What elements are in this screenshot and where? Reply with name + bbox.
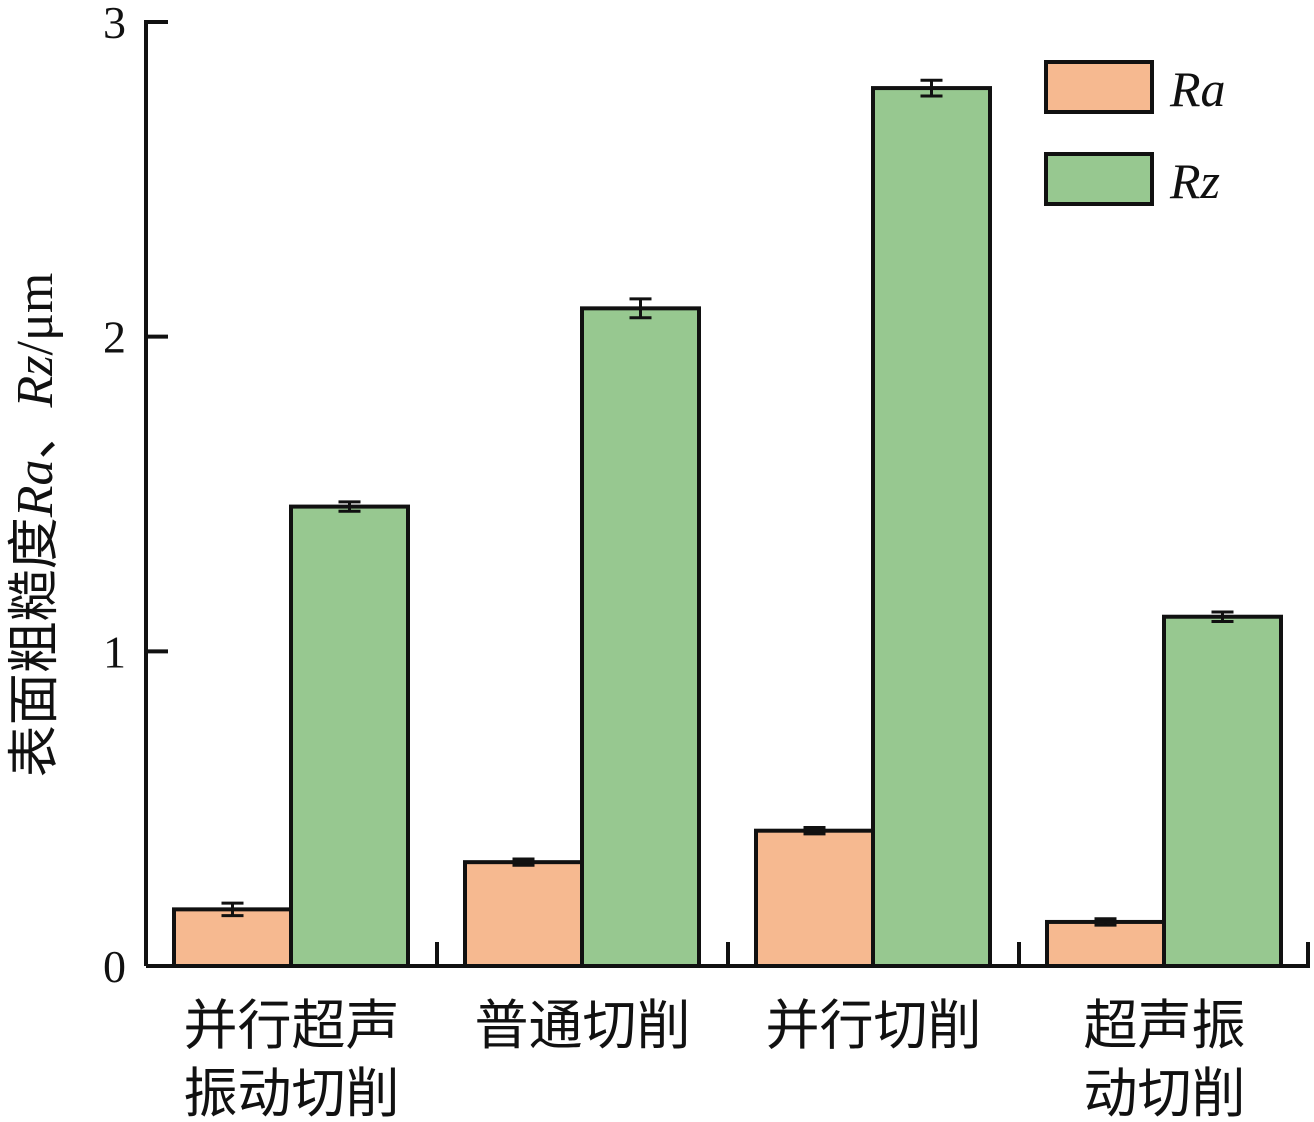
legend-swatch-rz [1044,152,1154,206]
legend: Ra Rz [1044,60,1226,209]
bar-ra [172,907,293,968]
x-tick-label-line: 并行切削 [766,994,982,1057]
x-tick-label-line: 普通切削 [475,994,691,1057]
y-tick-label: 3 [103,0,126,48]
legend-label-rz: Rz [1169,153,1220,209]
bar-ra [1045,919,1166,968]
y-tick-label: 2 [103,312,126,363]
bar-rz [871,86,992,968]
legend-swatch-ra [1044,60,1154,114]
y-axis-label-part: 、 [5,407,65,459]
x-tick-label: 并行超声振动切削 [184,994,400,1122]
plot-area: 并行超声振动切削 普通切削 并行切削 超声振动切削 0 1 2 3 [103,0,1310,1122]
y-axis-label-part: /μm [7,273,64,356]
y-axis-label-part: Ra [7,460,64,519]
bar-rz [289,504,410,968]
y-axis-label-part: Rz [7,355,64,408]
y-axis-label-part: 表面粗糙度 [5,517,65,777]
x-tick-label: 超声振动切削 [1084,994,1246,1122]
bar-rz [580,306,701,968]
x-tick-label-line: 动切削 [1084,1062,1246,1122]
y-axis-title: 表面粗糙度Ra、Rz/μm [5,273,65,778]
x-tick-label: 并行切削 [766,994,982,1057]
bar-ra [754,828,875,969]
bar-ra [463,860,584,968]
bar-rz [1162,614,1283,968]
y-tick-label: 1 [103,626,126,677]
x-tick-label: 普通切削 [475,994,691,1057]
legend-label-ra: Ra [1169,61,1226,117]
y-axis-label: 表面粗糙度Ra、Rz/μm [5,273,65,778]
x-tick-label-line: 并行超声 [184,994,400,1057]
x-tick-label-line: 振动切削 [184,1062,400,1122]
x-tick-label-line: 超声振 [1084,994,1246,1057]
y-tick-label: 0 [103,941,126,992]
